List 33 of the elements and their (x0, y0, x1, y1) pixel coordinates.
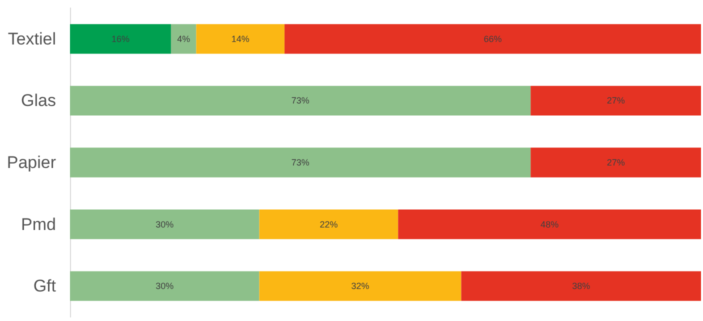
y-tick-label: Textiel (8, 29, 56, 48)
data-label: 22% (320, 219, 338, 230)
data-label: 38% (572, 281, 590, 292)
data-label: 27% (606, 158, 625, 168)
data-label: 73% (291, 158, 310, 168)
bar (259, 209, 398, 240)
bar (259, 271, 462, 301)
bar (284, 24, 701, 54)
data-label: 48% (540, 219, 559, 230)
data-label: 27% (606, 96, 625, 106)
data-label: 73% (291, 96, 310, 106)
y-tick-label: Gft (33, 276, 56, 296)
y-tick-label: Papier (6, 153, 56, 172)
bar (70, 271, 260, 301)
bar (461, 271, 701, 301)
bar (530, 148, 701, 178)
data-label: 66% (484, 34, 502, 44)
bar (170, 24, 196, 54)
data-label: 14% (231, 34, 250, 44)
data-label: 16% (111, 34, 130, 44)
bar (70, 148, 531, 178)
data-label: 32% (351, 281, 370, 292)
bar (70, 24, 171, 54)
bar (70, 209, 260, 240)
bar (196, 24, 285, 54)
data-label: 30% (156, 219, 174, 230)
data-label: 4% (177, 34, 190, 44)
bar (398, 209, 701, 240)
y-tick-label: Pmd (21, 214, 56, 234)
bar (70, 86, 531, 116)
y-tick-label: Glas (21, 91, 56, 110)
bar (530, 86, 701, 116)
data-label: 30% (156, 281, 174, 292)
